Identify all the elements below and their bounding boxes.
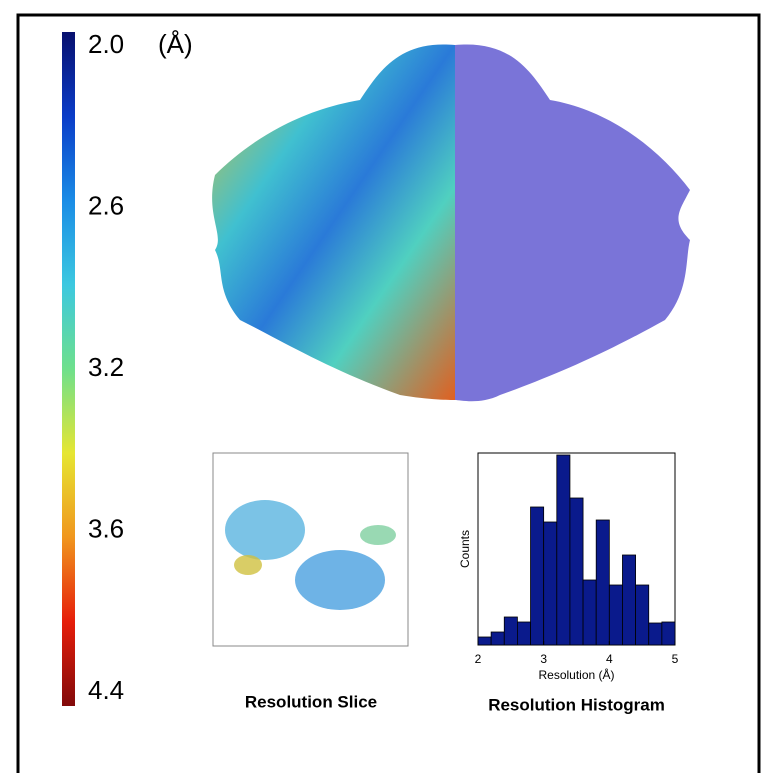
- bar: [583, 580, 596, 645]
- slice-title: Resolution Slice: [245, 692, 377, 711]
- colorbar-tick-label: 3.6: [88, 513, 124, 543]
- colorbar-unit: (Å): [158, 29, 193, 59]
- bar: [596, 520, 609, 645]
- bar: [636, 585, 649, 645]
- colorbar-tick-label: 4.4: [88, 675, 124, 705]
- colorbar-tick-label: 2.0: [88, 29, 124, 59]
- bar: [544, 522, 557, 645]
- bar: [557, 455, 570, 645]
- bar: [662, 622, 675, 645]
- x-tick-label: 2: [475, 652, 482, 666]
- bar: [531, 507, 544, 645]
- bar: [622, 555, 635, 645]
- y-axis-label: Counts: [458, 530, 472, 568]
- bar: [570, 498, 583, 645]
- slice-panel: [213, 453, 408, 646]
- figure: Resolution Slice 2.0 2.6 3.2 3.6 4.4 (Å) 2 3 4 5 R…: [0, 0, 778, 773]
- colorbar-tick-label: 2.6: [88, 190, 124, 220]
- chart-title: Resolution Histogram: [488, 695, 665, 714]
- density-map: [212, 44, 690, 401]
- colorbar-tick-label: 3.2: [88, 352, 124, 382]
- bar: [609, 585, 622, 645]
- bar: [478, 637, 491, 645]
- x-tick-label: 3: [540, 652, 547, 666]
- colorbar: [62, 32, 75, 706]
- x-tick-label: 5: [672, 652, 679, 666]
- bar: [649, 623, 662, 645]
- bar: [517, 622, 530, 645]
- bar: [504, 617, 517, 645]
- x-axis-label: Resolution (Å): [538, 667, 614, 682]
- bar: [491, 632, 504, 645]
- x-tick-label: 4: [606, 652, 613, 666]
